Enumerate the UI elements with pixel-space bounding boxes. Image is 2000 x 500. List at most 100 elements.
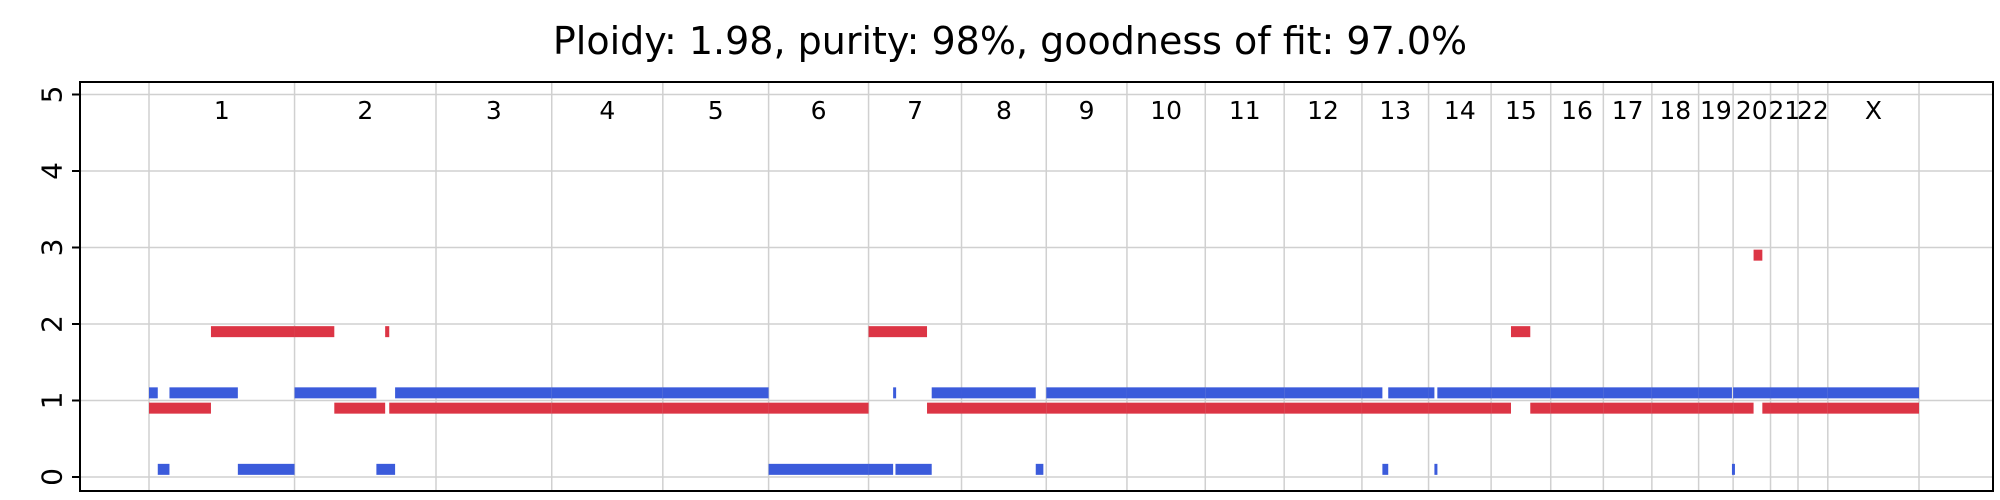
chromosome-label-1: 1	[214, 96, 230, 125]
chromosome-label-16: 16	[1561, 96, 1593, 125]
y-axis-ticks: 0 1 2 3 4 5	[36, 86, 80, 486]
chromosome-label-2: 2	[357, 96, 373, 125]
minor-cn-segment-chr22	[1797, 387, 1828, 399]
minor-cn-segment-chr2	[395, 387, 437, 399]
chromosome-label-14: 14	[1444, 96, 1476, 125]
minor-cn-segment-chr5	[662, 387, 769, 399]
minor-cn-segment-chr10	[1126, 387, 1206, 399]
minor-cn-segment-chr11	[1205, 387, 1285, 399]
minor-cn-segment-chr2	[294, 387, 377, 399]
major-cn-segment-chr5	[662, 402, 769, 414]
major-cn-segment-chr9	[1046, 402, 1127, 414]
minor-cn-segment-chr3	[436, 387, 552, 399]
minor-cn-segment-chr7	[895, 463, 932, 475]
chromosome-label-4: 4	[599, 96, 615, 125]
minor-cn-segment-chr13	[1388, 387, 1429, 399]
minor-cn-segment-chr17	[1603, 387, 1652, 399]
major-cn-segment-chr3	[436, 402, 552, 414]
minor-cn-segment-chr1	[157, 463, 170, 475]
chromosome-label-8: 8	[996, 96, 1012, 125]
chromosome-label-19: 19	[1700, 96, 1732, 125]
chromosome-label-6: 6	[811, 96, 827, 125]
major-cn-segment-chr8	[961, 402, 1047, 414]
major-cn-segment-chr11	[1205, 402, 1285, 414]
minor-cn-segment-chr13	[1361, 387, 1383, 399]
chromosome-label-12: 12	[1307, 96, 1339, 125]
major-cn-segment-chr2	[389, 402, 437, 414]
chromosome-label-21: 21	[1768, 96, 1800, 125]
minor-cn-segment-chr14	[1434, 463, 1438, 475]
minor-cn-segment-chr15	[1491, 387, 1551, 399]
minor-cn-segment-chrX	[1827, 387, 1919, 399]
minor-cn-segment-chr1	[237, 463, 295, 475]
chromosome-label-X: X	[1865, 96, 1882, 125]
major-cn-segment-chr14	[1428, 402, 1492, 414]
major-cn-segment-chr16	[1550, 402, 1604, 414]
y-tick-label-5: 5	[36, 86, 69, 104]
major-cn-segment-chrX	[1827, 402, 1919, 414]
major-cn-segment-chr15	[1510, 326, 1531, 338]
chromosome-label-3: 3	[486, 96, 502, 125]
chromosome-label-17: 17	[1612, 96, 1644, 125]
y-tick-label-3: 3	[36, 239, 69, 257]
major-cn-segment-chr2	[294, 326, 335, 338]
grid-lines	[80, 82, 1993, 491]
minor-cn-segment-chr1	[169, 387, 238, 399]
major-cn-segment-chr12	[1284, 402, 1362, 414]
major-cn-segment-chr2	[334, 402, 386, 414]
major-cn-segment-chr21	[1770, 402, 1798, 414]
y-tick-label-0: 0	[36, 468, 69, 486]
copy-number-segments	[149, 249, 1919, 475]
minor-cn-segment-chr7	[868, 463, 894, 475]
chromosome-label-20: 20	[1736, 96, 1768, 125]
major-cn-segment-chr17	[1603, 402, 1652, 414]
chromosome-label-18: 18	[1659, 96, 1691, 125]
y-tick-label-4: 4	[36, 162, 69, 180]
chromosome-label-5: 5	[708, 96, 724, 125]
minor-cn-segment-chr6	[768, 463, 869, 475]
major-cn-segment-chr19	[1698, 402, 1734, 414]
minor-cn-segment-chr7	[931, 387, 962, 399]
plot-frame	[79, 81, 1994, 492]
minor-cn-segment-chr19	[1698, 387, 1732, 399]
major-cn-segment-chr15	[1530, 402, 1551, 414]
minor-cn-segment-chr2	[376, 463, 396, 475]
major-cn-segment-chr20	[1753, 249, 1763, 261]
minor-cn-segment-chr18	[1651, 387, 1699, 399]
major-cn-segment-chr7	[868, 326, 928, 338]
minor-cn-segment-chr8	[1035, 463, 1044, 475]
minor-cn-segment-chr20	[1733, 387, 1771, 399]
major-cn-segment-chr22	[1797, 402, 1828, 414]
minor-cn-segment-chr14	[1437, 387, 1492, 399]
chromosome-label-10: 10	[1150, 96, 1182, 125]
chromosome-label-9: 9	[1079, 96, 1095, 125]
y-tick-label-1: 1	[36, 392, 69, 410]
major-cn-segment-chr20	[1733, 402, 1754, 414]
major-cn-segment-chr7	[927, 402, 962, 414]
y-tick-label-2: 2	[36, 315, 69, 333]
chromosome-label-15: 15	[1505, 96, 1537, 125]
minor-cn-segment-chr4	[551, 387, 663, 399]
major-cn-segment-chr1	[149, 402, 211, 414]
chromosome-label-11: 11	[1229, 96, 1261, 125]
major-cn-segment-chr2	[385, 326, 390, 338]
minor-cn-segment-chr8	[961, 387, 1036, 399]
chromosome-label-22: 22	[1797, 96, 1829, 125]
chromosome-label-13: 13	[1379, 96, 1411, 125]
major-cn-segment-chr18	[1651, 402, 1699, 414]
minor-cn-segment-chr19	[1731, 463, 1735, 475]
major-cn-segment-chr4	[551, 402, 663, 414]
minor-cn-segment-chr21	[1770, 387, 1798, 399]
minor-cn-segment-chr16	[1550, 387, 1604, 399]
chart-title: Ploidy: 1.98, purity: 98%, goodness of f…	[553, 19, 1467, 63]
minor-cn-segment-chr9	[1046, 387, 1127, 399]
minor-cn-segment-chr12	[1284, 387, 1362, 399]
major-cn-segment-chr10	[1126, 402, 1206, 414]
chromosome-label-7: 7	[907, 96, 923, 125]
minor-cn-segment-chr14	[1428, 387, 1435, 399]
major-cn-segment-chr13	[1361, 402, 1429, 414]
minor-cn-segment-chr7	[893, 387, 897, 399]
minor-cn-segment-chr13	[1382, 463, 1389, 475]
